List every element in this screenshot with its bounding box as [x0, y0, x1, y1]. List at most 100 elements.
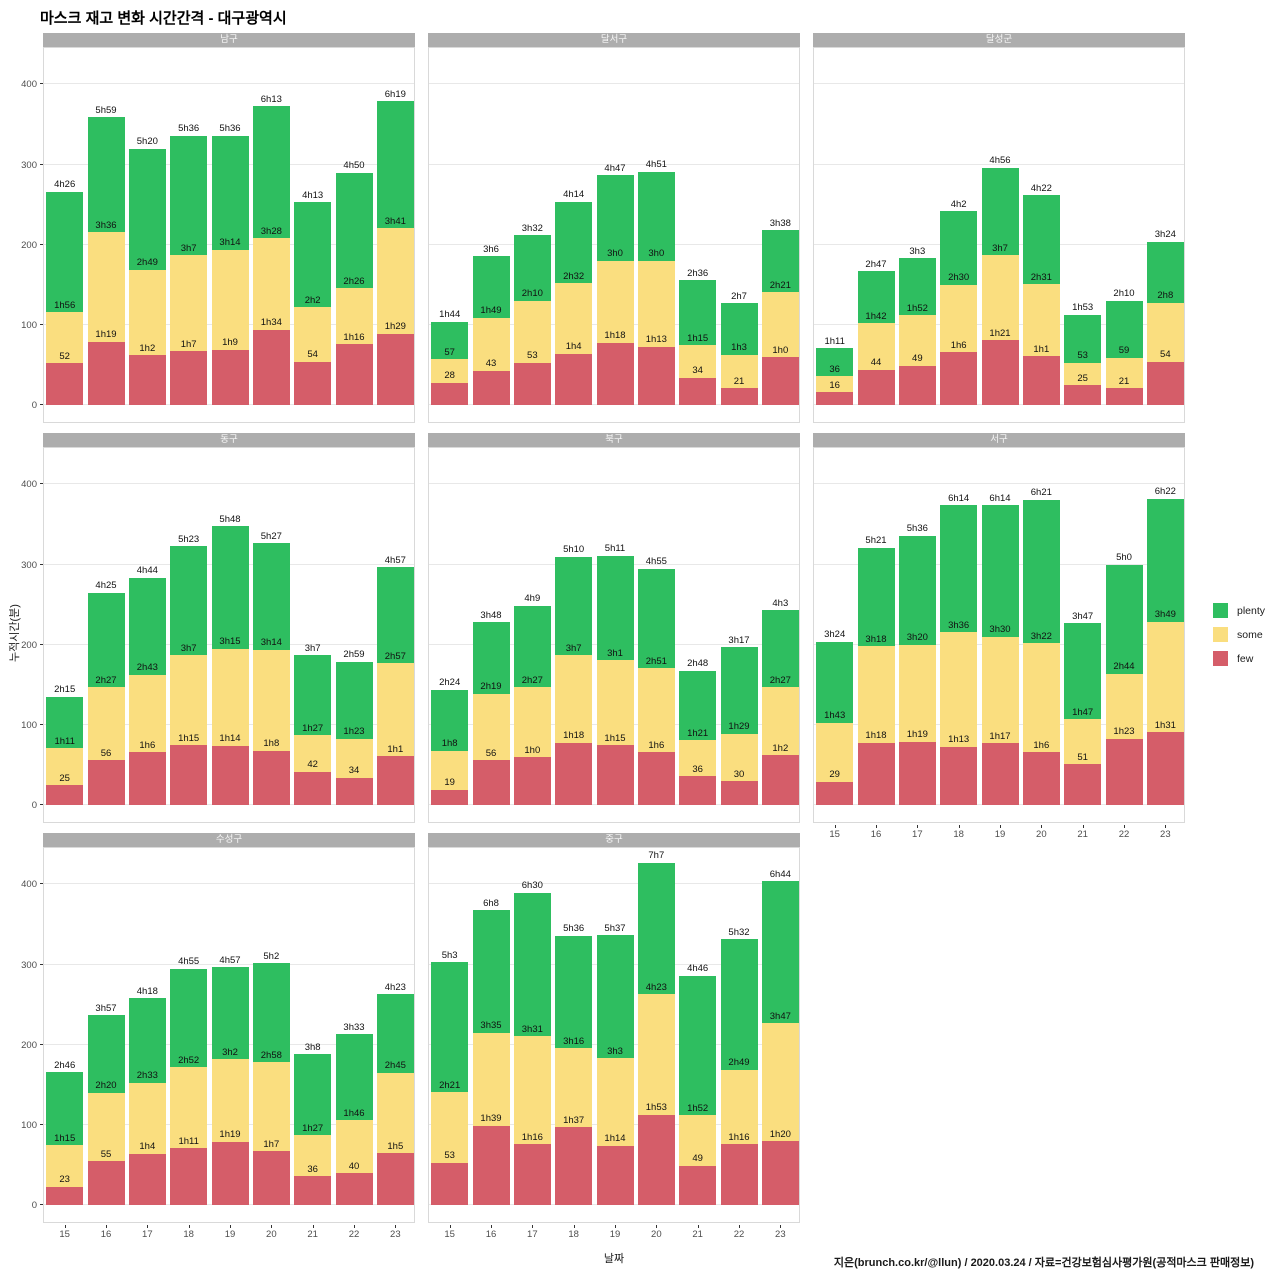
bar-segment-plenty — [637, 171, 675, 261]
bar-segment-some — [761, 687, 799, 756]
bar-segment-some — [335, 738, 373, 778]
bar-segment-plenty — [940, 211, 978, 285]
bar-value-label: 1h9 — [222, 337, 238, 349]
bar-segment-few — [211, 349, 249, 406]
bar-value-label: 2h27 — [769, 674, 791, 686]
bar-value-label: 4h23 — [645, 981, 667, 993]
bar-value-label: 5h23 — [178, 533, 200, 545]
bar-segment-few — [211, 745, 249, 806]
x-tick-label: 19 — [994, 829, 1006, 840]
bar-segment-some — [335, 288, 373, 345]
x-tick-mark — [64, 1225, 66, 1228]
bar-segment-plenty — [170, 968, 208, 1068]
facet-strip: 북구 — [428, 433, 800, 447]
bar-segment-some — [46, 748, 84, 786]
bar-segment-some — [637, 668, 675, 753]
bar-segment-plenty — [898, 258, 936, 316]
bar-segment-few — [898, 365, 936, 406]
bar-value-label: 1h18 — [865, 730, 887, 742]
y-tick-label: 400 — [21, 79, 37, 91]
bar-segment-plenty — [170, 546, 208, 656]
bar-segment-few — [294, 1176, 332, 1206]
x-tick-label: 17 — [142, 1229, 153, 1240]
bar-segment-some — [857, 323, 895, 370]
x-tick-label: 18 — [183, 1229, 194, 1240]
bar-value-label: 4h50 — [343, 160, 365, 172]
facet-동구: 동구 0 100 200 300 400 25 1h11 2h15 56 2h27 4h25 1h6 2h… — [21, 433, 415, 823]
bar-value-label: 1h5 — [387, 1140, 404, 1152]
bar-segment-few — [596, 745, 634, 806]
bar-value-label: 5h3 — [441, 949, 458, 961]
facet-북구: 북구 19 1h8 2h24 56 2h19 3h48 1h0 2h27 4h9 1h18 3h7 5h… — [428, 433, 800, 823]
bar-value-label: 3h8 — [304, 1041, 321, 1053]
y-tick-mark — [40, 1124, 43, 1125]
bar-segment-some — [376, 228, 414, 334]
x-tick-label: 21 — [307, 1229, 318, 1240]
bar-segment-some — [596, 260, 634, 343]
bar-segment-plenty — [335, 1034, 373, 1121]
bar-segment-few — [720, 1144, 758, 1206]
bar-segment-some — [555, 1048, 593, 1128]
x-tick-label: 21 — [692, 1229, 703, 1240]
bar-segment-few — [170, 1148, 208, 1206]
x-tick-label: 15 — [444, 1229, 455, 1240]
bar-value-label: 1h2 — [139, 342, 156, 354]
bar-value-label: 4h2 — [950, 198, 967, 210]
bar-segment-few — [294, 361, 332, 406]
bar-value-label: 5h2 — [263, 950, 280, 962]
bar-segment-few — [1105, 388, 1143, 406]
bar-value-label: 1h27 — [302, 1122, 324, 1134]
facet-panel: 0 100 200 300 400 52 1h56 4h26 1h19 3h36 5h59 1h2 2h… — [21, 47, 415, 423]
bar-segment-plenty — [679, 280, 717, 346]
bar-value-label: 1h16 — [343, 331, 365, 343]
bar-segment-few — [513, 757, 551, 806]
bar-segment-few — [170, 745, 208, 806]
bar-value-label: 1h23 — [343, 726, 365, 738]
bar-segment-few — [679, 776, 717, 806]
bar-value-label: 3h24 — [1154, 229, 1176, 241]
bar-segment-plenty — [720, 303, 758, 355]
gridline — [429, 83, 799, 85]
bar-value-label: 36 — [692, 763, 703, 775]
bar-value-label: 2h32 — [563, 270, 585, 282]
bar-value-label: 6h22 — [1154, 486, 1176, 498]
bar-value-label: 3h48 — [480, 609, 502, 621]
bar-segment-few — [1022, 752, 1060, 806]
legend-label: few — [1237, 652, 1254, 665]
bar-value-label: 6h14 — [989, 492, 1011, 504]
bar-segment-some — [211, 648, 249, 746]
bar-segment-plenty — [816, 641, 854, 723]
bar-segment-plenty — [596, 935, 634, 1059]
x-tick-mark — [271, 1225, 273, 1228]
bar-value-label: 3h7 — [565, 642, 582, 654]
bar-segment-few — [1064, 764, 1102, 806]
x-tick-mark — [1082, 825, 1084, 828]
bar-segment-few — [816, 392, 854, 406]
bar-value-label: 21 — [733, 375, 745, 387]
bar-segment-plenty — [87, 117, 125, 232]
bar-segment-some — [596, 660, 634, 746]
x-tick-label: 23 — [1160, 829, 1171, 840]
bar-value-label: 2h44 — [1113, 661, 1135, 673]
x-tick-mark — [615, 1225, 616, 1228]
bar-segment-few — [596, 1145, 634, 1206]
y-tick-mark — [40, 804, 43, 806]
legend-item-plenty: plenty — [1213, 603, 1265, 618]
bar-segment-few — [252, 750, 290, 806]
bar-value-label: 2h58 — [260, 1049, 282, 1061]
bar-segment-plenty — [376, 101, 414, 228]
bar-segment-few — [637, 1114, 675, 1206]
bar-value-label: 59 — [1118, 345, 1130, 357]
bar-segment-plenty — [816, 348, 854, 377]
bar-segment-plenty — [679, 670, 717, 741]
y-axis-title: 누적시간(분) — [9, 604, 21, 662]
bar-value-label: 4h44 — [136, 564, 158, 576]
bar-segment-some — [898, 315, 936, 366]
bar-value-label: 3h1 — [607, 647, 623, 659]
bar-value-label: 1h2 — [772, 742, 789, 754]
bar-segment-some — [87, 232, 125, 342]
bar-value-label: 1h53 — [645, 1102, 667, 1114]
bar-value-label: 1h15 — [178, 732, 200, 744]
x-tick-label: 16 — [870, 829, 882, 840]
bar-segment-plenty — [637, 862, 675, 995]
